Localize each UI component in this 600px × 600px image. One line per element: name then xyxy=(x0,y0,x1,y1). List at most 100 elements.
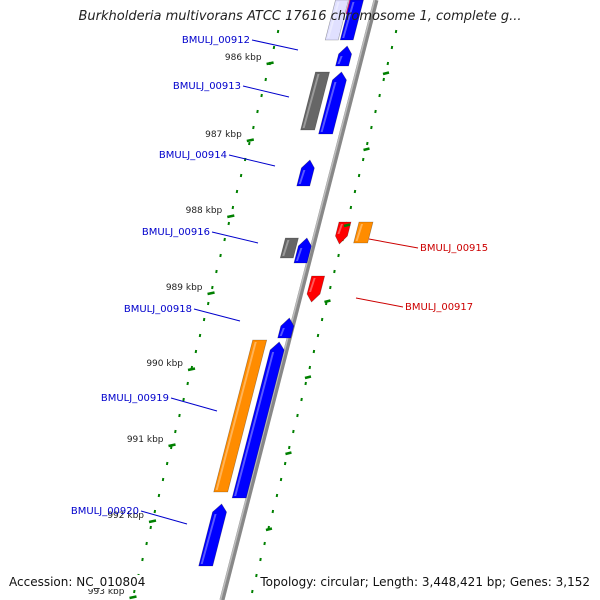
left-dotted-track-dot xyxy=(174,429,177,434)
gene-bar-00913-shade xyxy=(320,82,337,132)
gene-bar-00912-shade xyxy=(337,56,343,64)
left-dotted-track-dot xyxy=(223,237,226,242)
left-dotted-track-dot xyxy=(276,29,280,34)
left-dotted-track-dot xyxy=(211,285,214,290)
map-title: Burkholderia multivorans ATCC 17616 chro… xyxy=(78,9,522,24)
gene-bar-00919 xyxy=(231,341,285,499)
left-dotted-track-dot xyxy=(194,349,198,354)
gene-bar-00912 xyxy=(335,45,352,67)
right-tick-mark xyxy=(382,71,390,76)
gene-label-bmulj-00917: BMULJ_00917 xyxy=(405,302,473,313)
gene-bar-top-blue-shade xyxy=(342,2,355,38)
tick-mark xyxy=(266,61,274,66)
tick-layer: 986 kbp 987 kbp 988 kbp 989 kbp 990 kbp 991 k… xyxy=(88,53,390,600)
left-dotted-track-dot xyxy=(182,397,185,402)
gene-leader-line xyxy=(368,238,419,249)
left-dotted-track-dot xyxy=(153,509,157,514)
right-dotted-track-dot xyxy=(251,589,254,594)
left-dotted-track-dot xyxy=(165,461,169,466)
left-dotted-track-dot xyxy=(239,173,243,178)
right-dotted-track-dot xyxy=(378,93,381,98)
right-dotted-track-dot xyxy=(366,141,369,146)
right-dotted-track-dot xyxy=(292,429,295,434)
left-dotted-track-dot xyxy=(206,301,210,306)
right-tick-mark xyxy=(304,375,312,380)
gene-label-bmulj-00918: BMULJ_00918 xyxy=(124,304,192,315)
right-dotted-track-dot xyxy=(357,173,361,178)
right-dotted-track-dot xyxy=(304,381,307,386)
gene-bar-partial xyxy=(324,0,349,41)
tick-mark xyxy=(207,291,215,296)
right-dotted-track-dot xyxy=(349,205,353,210)
left-dotted-track-dot xyxy=(145,541,148,546)
left-dotted-track-dot xyxy=(231,205,235,210)
gene-bar-00914-shade xyxy=(298,170,306,184)
gene-label-bmulj-00919: BMULJ_00919 xyxy=(101,393,169,404)
left-dotted-track-dot xyxy=(178,413,181,418)
left-dotted-track-dot xyxy=(227,221,230,226)
gene-bar-00916-gray xyxy=(279,237,299,259)
right-dotted-track-dot xyxy=(390,45,394,50)
gene-bar-00920-shade xyxy=(200,514,217,564)
gene-bar-00919-orange xyxy=(213,339,268,493)
tick-mark xyxy=(187,367,196,372)
tick-mark xyxy=(246,138,255,143)
accession-text: Accession: NC_010804 xyxy=(9,575,146,589)
left-dotted-track-dot xyxy=(252,125,255,130)
gene-leader-line xyxy=(170,397,218,412)
tick-label: 988 kbp xyxy=(186,206,223,216)
gene-bar-00919-orange-shade xyxy=(215,342,257,490)
right-dotted-track-dot xyxy=(353,189,357,194)
feature-layer xyxy=(198,0,374,567)
right-dotted-track-dot xyxy=(312,349,316,354)
dotted-tracks xyxy=(133,29,398,594)
gene-bar-00919-shade xyxy=(234,352,275,496)
gene-label-bmulj-00920: BMULJ_00920 xyxy=(71,506,139,517)
gene-label-bmulj-00912: BMULJ_00912 xyxy=(182,35,250,46)
right-tick-mark xyxy=(363,147,370,152)
right-dotted-track-dot xyxy=(279,477,283,482)
left-dotted-track-dot xyxy=(272,45,276,50)
right-dotted-track-dot xyxy=(386,61,390,66)
left-dotted-track-dot xyxy=(161,477,165,482)
left-dotted-track-dot xyxy=(260,93,263,98)
tick-label: 992 kbp xyxy=(107,511,144,521)
right-dotted-track-dot xyxy=(394,29,398,34)
gene-leader-line xyxy=(242,85,290,98)
gene-bar-00915-red xyxy=(335,221,352,245)
left-dotted-track-dot xyxy=(202,317,206,322)
tick-mark xyxy=(129,595,137,600)
right-dotted-track-dot xyxy=(271,509,275,514)
tick-label: 989 kbp xyxy=(166,283,203,293)
gene-bar-00918-shade xyxy=(279,328,285,336)
gene-bar-partial-shade xyxy=(327,2,340,38)
left-dotted-track-dot xyxy=(256,109,259,114)
tick-label: 990 kbp xyxy=(146,359,183,369)
right-dotted-track-dot xyxy=(300,397,303,402)
left-dotted-track-dot xyxy=(133,589,136,594)
left-dotted-track-dot xyxy=(219,253,222,258)
gene-bar-top-blue xyxy=(339,0,364,41)
backbone-line xyxy=(219,0,379,600)
right-dotted-track-dot xyxy=(320,317,324,322)
gene-bar-00913-gray-shade xyxy=(302,74,320,128)
left-dotted-track-dot xyxy=(215,269,218,274)
left-dotted-track-dot xyxy=(235,189,239,194)
backbone-highlight xyxy=(219,0,376,600)
tick-mark xyxy=(148,519,157,524)
right-dotted-track-dot xyxy=(275,493,279,498)
left-dotted-track-dot xyxy=(157,493,161,498)
gene-leader-line xyxy=(355,297,404,308)
tick-label: 986 kbp xyxy=(225,53,262,63)
right-dotted-track-dot xyxy=(255,573,258,578)
gene-leader-line xyxy=(140,510,188,525)
gene-bar-00916-gray-shade xyxy=(282,240,290,256)
tick-mark xyxy=(227,214,235,219)
left-dotted-track-dot xyxy=(149,525,152,530)
gene-bar-00914 xyxy=(296,159,315,187)
right-dotted-track-dot xyxy=(374,109,377,114)
gene-label-bmulj-00915: BMULJ_00915 xyxy=(420,243,488,254)
gene-bar-00913 xyxy=(318,71,347,135)
gene-label-bmulj-00914: BMULJ_00914 xyxy=(159,150,227,161)
tick-label: 987 kbp xyxy=(205,130,242,140)
